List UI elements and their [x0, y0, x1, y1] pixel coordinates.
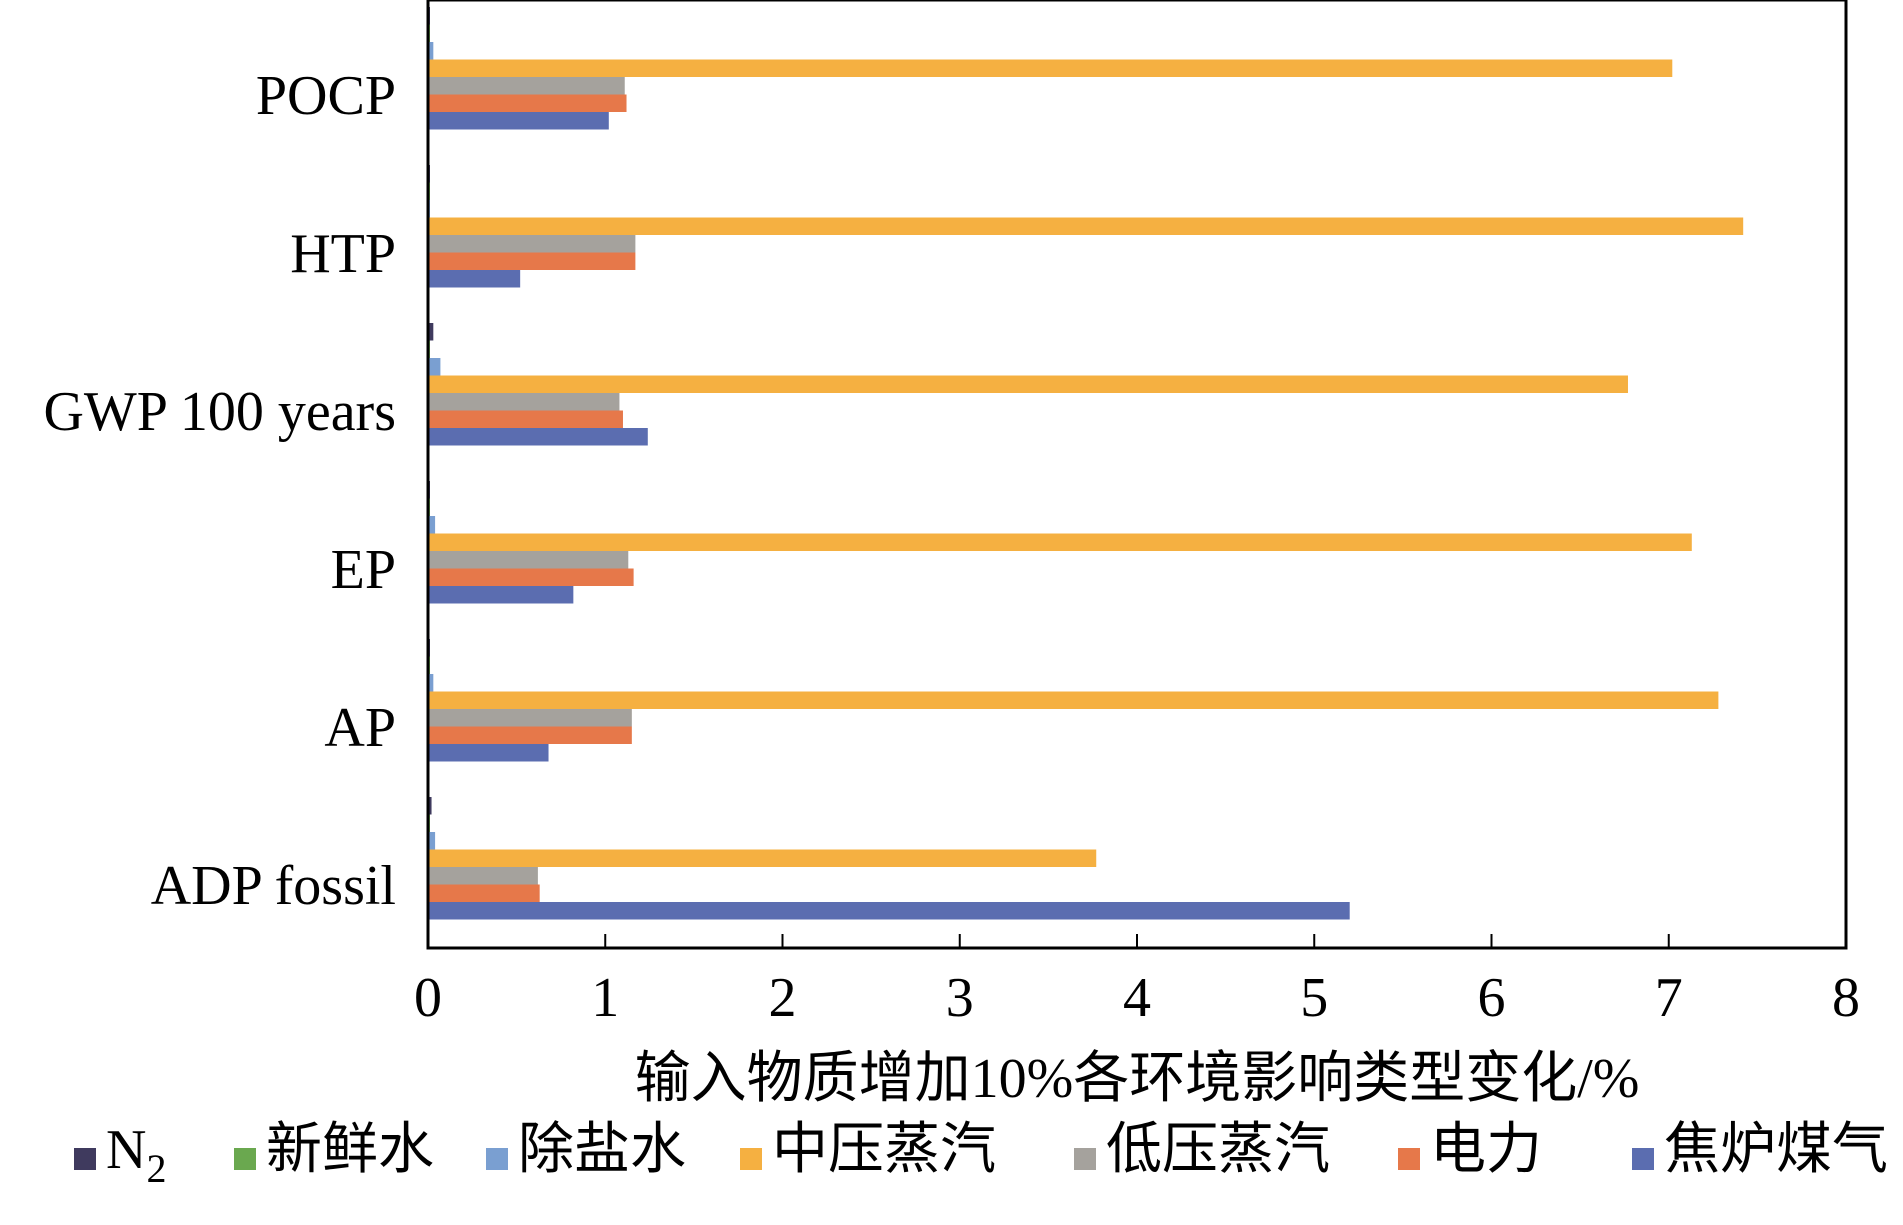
x-axis-ticks: 0 1 2 3 4 5 6 7 8 [414, 934, 1860, 1029]
bar-1-3 [428, 217, 1744, 235]
bar-2-4 [428, 393, 620, 411]
bar-5-0 [428, 797, 432, 815]
bar-1-4 [428, 235, 636, 253]
bar-3-4 [428, 551, 629, 569]
bar-5-2 [428, 832, 436, 850]
category-labels: POCP HTP GWP 100 years EP AP ADP fossil [43, 65, 396, 917]
legend-swatch [740, 1148, 762, 1170]
legend-label: 焦炉煤气 [1664, 1119, 1888, 1181]
bar-3-6 [428, 586, 574, 604]
legend-swatch [1074, 1148, 1096, 1170]
bar-0-5 [428, 94, 627, 112]
bar-0-6 [428, 112, 609, 130]
legend-swatch [1632, 1148, 1654, 1170]
legend-label: N2 [106, 1119, 166, 1191]
legend-swatch [1398, 1148, 1420, 1170]
bar-3-3 [428, 533, 1692, 551]
x-tick-label: 7 [1655, 967, 1683, 1029]
x-tick-label: 5 [1300, 967, 1328, 1029]
legend: N2 新鲜水 除盐水 中压蒸汽 低压蒸汽 电力 焦炉煤气 [74, 1119, 1888, 1191]
bar-4-4 [428, 709, 632, 727]
x-tick-label: 0 [414, 967, 442, 1029]
bar-4-6 [428, 744, 549, 762]
bar-5-6 [428, 902, 1350, 920]
bar-3-5 [428, 568, 634, 586]
bar-5-4 [428, 867, 538, 885]
bar-5-3 [428, 849, 1097, 867]
bar-2-5 [428, 410, 623, 428]
bar-1-6 [428, 270, 521, 288]
bar-0-3 [428, 59, 1673, 77]
bar-0-4 [428, 77, 625, 95]
bar-0-2 [428, 42, 434, 60]
x-tick-label: 2 [769, 967, 797, 1029]
bar-2-6 [428, 428, 648, 446]
bar-5-5 [428, 884, 540, 902]
bar-4-2 [428, 674, 434, 692]
bar-2-0 [428, 323, 434, 341]
legend-label: 中压蒸汽 [772, 1119, 996, 1181]
x-tick-label: 1 [591, 967, 619, 1029]
plot-frame [426, 0, 1848, 950]
bar-1-5 [428, 252, 636, 270]
legend-swatch [486, 1148, 508, 1170]
category-label: EP [331, 539, 396, 601]
legend-swatch [74, 1148, 96, 1170]
legend-label: 除盐水 [518, 1119, 686, 1181]
x-axis-title: 输入物质增加10%各环境影响类型变化/% [635, 1048, 1640, 1110]
x-tick-label: 3 [946, 967, 974, 1029]
category-label: GWP 100 years [43, 381, 396, 443]
legend-label: 新鲜水 [266, 1119, 434, 1181]
category-label: HTP [290, 223, 396, 285]
bars-layer [428, 7, 1744, 920]
bar-4-5 [428, 726, 632, 744]
bar-4-3 [428, 691, 1719, 709]
x-tick-label: 8 [1832, 967, 1860, 1029]
category-label: AP [324, 697, 396, 759]
x-tick-label: 6 [1478, 967, 1506, 1029]
legend-swatch [234, 1148, 256, 1170]
legend-label: 低压蒸汽 [1106, 1119, 1330, 1181]
category-label: ADP fossil [151, 855, 396, 917]
legend-label: 电力 [1430, 1119, 1542, 1181]
x-tick-label: 4 [1123, 967, 1151, 1029]
category-label: POCP [256, 65, 396, 127]
bar-2-2 [428, 358, 441, 376]
bar-3-2 [428, 516, 436, 534]
bar-2-3 [428, 375, 1628, 393]
